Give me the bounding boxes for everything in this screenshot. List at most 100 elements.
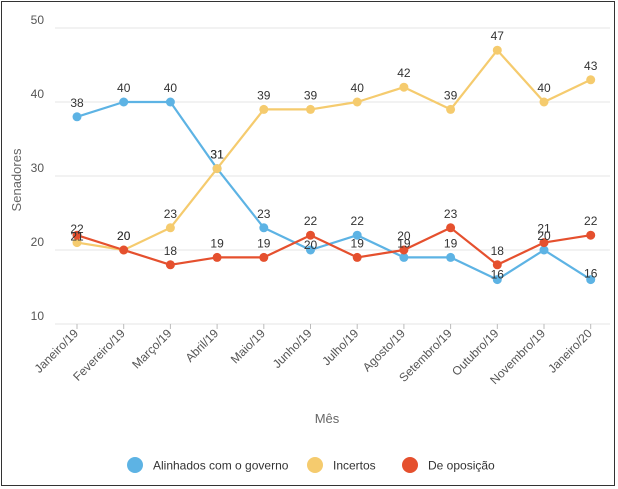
data-label-1-9: 47 (491, 29, 505, 43)
legend: Alinhados com o governo Incertos De oposiç… (127, 457, 495, 473)
data-label-0-7: 19 (397, 236, 411, 250)
series-points (72, 45, 596, 285)
data-label-2-4: 19 (257, 236, 271, 250)
series-line-1 (76, 49, 592, 252)
point-2-7 (399, 245, 409, 255)
data-label-1-2: 23 (164, 207, 178, 221)
y-axis-ticks: 10 20 30 40 50 (31, 13, 45, 323)
point-0-4 (259, 223, 269, 233)
data-label-0-3: 31 (210, 148, 224, 162)
point-0-5 (306, 245, 315, 255)
x-tick-label-2: Março/19 (129, 326, 175, 372)
point-0-6 (352, 230, 362, 240)
point-2-9 (492, 260, 502, 270)
data-label-1-8: 39 (444, 88, 458, 102)
point-1-10 (539, 97, 549, 107)
point-0-9 (492, 275, 502, 285)
data-label-1-5: 39 (304, 88, 318, 102)
point-2-1 (119, 245, 129, 255)
point-2-11 (586, 230, 596, 240)
grid-lines (55, 27, 610, 325)
data-label-0-9: 16 (491, 268, 505, 282)
data-label-2-8: 23 (444, 207, 458, 221)
y-tick-label-0: 10 (31, 309, 45, 323)
data-label-0-8: 19 (444, 236, 458, 250)
x-tick-label-6: Julho/19 (319, 326, 361, 368)
y-tick-label-3: 40 (31, 87, 45, 101)
point-2-3 (212, 252, 222, 262)
y-axis-title: Senadores (9, 148, 24, 211)
data-label-0-6: 22 (351, 214, 365, 228)
y-tick-label-1: 20 (31, 235, 45, 249)
legend-label-0: Alinhados com o governo (153, 459, 289, 473)
point-1-3 (212, 164, 222, 174)
point-0-0 (72, 112, 82, 122)
x-tick-label-11: Janeiro/20 (545, 326, 595, 376)
legend-label-1: Incertos (333, 459, 376, 473)
data-label-0-4: 23 (257, 207, 271, 221)
data-label-2-1: 20 (117, 229, 131, 243)
data-label-1-6: 40 (351, 81, 365, 95)
data-label-2-5: 22 (304, 214, 318, 228)
point-0-10 (539, 245, 549, 255)
data-label-0-10: 20 (537, 229, 551, 243)
point-1-7 (399, 82, 409, 92)
data-label-0-5: 20 (304, 238, 318, 252)
data-label-0-1: 40 (117, 81, 131, 95)
data-label-1-4: 39 (257, 88, 271, 102)
x-tick-label-0: Janeiro/19 (32, 326, 82, 376)
x-tick-label-7: Agosto/19 (360, 326, 408, 374)
x-tick-label-4: Maio/19 (228, 326, 268, 366)
data-label-0-11: 16 (584, 267, 598, 281)
point-1-9 (492, 45, 502, 55)
data-label-2-3: 19 (210, 236, 224, 250)
data-label-2-7: 20 (397, 229, 411, 243)
point-0-8 (446, 252, 456, 262)
point-1-6 (352, 97, 362, 107)
data-label-2-10: 21 (537, 222, 551, 236)
point-0-7 (399, 252, 409, 262)
y-tick-label-4: 50 (31, 13, 45, 27)
point-2-8 (446, 223, 456, 233)
point-2-10 (539, 238, 549, 248)
point-1-0 (72, 238, 82, 248)
point-1-11 (586, 75, 596, 85)
y-tick-label-2: 30 (31, 161, 45, 175)
point-2-6 (352, 252, 362, 262)
data-label-2-11: 22 (584, 214, 598, 228)
data-label-0-2: 40 (164, 81, 178, 95)
data-label-1-3: 31 (210, 148, 224, 162)
data-label-1-0: 21 (70, 230, 84, 244)
series-line-2 (76, 226, 591, 266)
legend-swatch-0 (127, 457, 143, 473)
x-tick-label-3: Abril/19 (183, 326, 222, 365)
point-0-2 (165, 97, 175, 107)
x-tick-label-5: Junho/19 (270, 326, 315, 371)
data-label-1-1: 20 (117, 229, 131, 243)
data-label-0-0: 38 (70, 96, 84, 110)
data-label-1-10: 40 (537, 81, 551, 95)
point-1-2 (165, 223, 175, 233)
legend-swatch-1 (307, 457, 323, 473)
point-2-4 (259, 252, 269, 262)
series-line-0 (76, 100, 592, 281)
point-2-5 (306, 230, 315, 240)
data-label-2-2: 18 (164, 244, 178, 258)
point-2-2 (165, 260, 175, 270)
point-1-4 (259, 104, 269, 114)
data-label-1-7: 42 (397, 66, 411, 80)
point-1-8 (446, 104, 456, 114)
point-0-11 (586, 275, 596, 285)
data-label-2-6: 19 (351, 236, 365, 250)
data-label-2-0: 22 (70, 222, 84, 236)
point-1-5 (306, 104, 315, 114)
data-label-1-11: 43 (584, 59, 598, 73)
data-label-2-9: 18 (491, 244, 505, 258)
point-2-0 (72, 230, 82, 240)
legend-label-2: De oposição (428, 459, 495, 473)
point-0-1 (119, 97, 129, 107)
legend-swatch-2 (402, 457, 418, 473)
x-axis-title: Mês (315, 411, 340, 426)
